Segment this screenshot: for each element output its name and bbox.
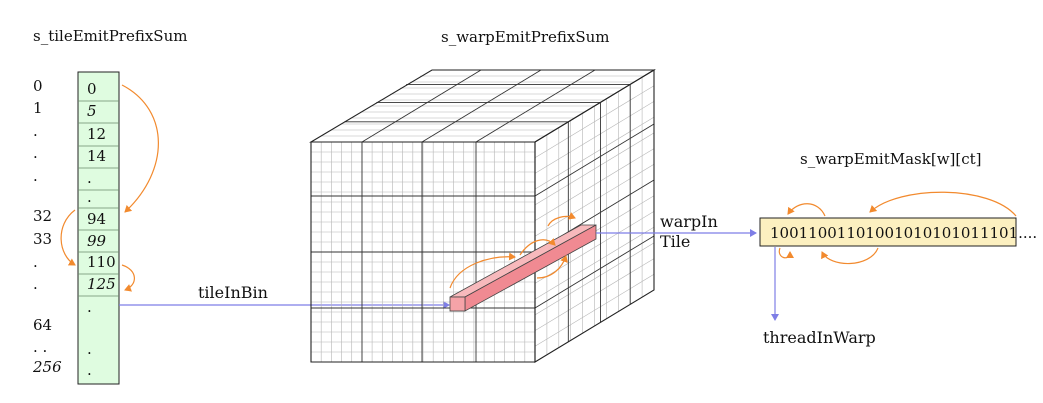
tile-cell-value: . bbox=[87, 361, 92, 379]
tile-index-label: . bbox=[33, 275, 38, 293]
thread-in-warp-label: threadInWarp bbox=[763, 328, 876, 347]
cube-coarse-gridline bbox=[475, 69, 596, 143]
tile-in-bin-label: tileInBin bbox=[198, 283, 268, 302]
mask-title: s_warpEmitMask[w][ct] bbox=[800, 150, 982, 168]
tile-cell-value: . bbox=[87, 340, 92, 358]
tile-arrow-0-to-94 bbox=[121, 84, 159, 213]
tile-index-label: . bbox=[33, 253, 38, 271]
warp-emit-cube bbox=[309, 69, 656, 363]
tile-index-label: . bbox=[33, 144, 38, 162]
tile-cell-value: 110 bbox=[87, 253, 116, 271]
tile-index-label: 1 bbox=[33, 99, 43, 117]
tile-index-label: 33 bbox=[33, 230, 52, 248]
tile-cell-value: 5 bbox=[87, 102, 97, 120]
cube-fine-gridline bbox=[534, 274, 655, 347]
mask-arrow-top-long bbox=[869, 191, 1017, 217]
warp-cube-title: s_warpEmitPrefixSum bbox=[441, 28, 610, 46]
cube-coarse-gridline bbox=[534, 235, 655, 309]
cube-fine-gridline bbox=[534, 148, 655, 221]
cube-fine-gridline bbox=[534, 258, 655, 331]
tile-cell-value: 99 bbox=[87, 232, 107, 250]
tile-cell-value: 14 bbox=[87, 147, 106, 165]
tile-index-label: . bbox=[33, 122, 38, 140]
cube-coarse-gridline bbox=[421, 69, 542, 143]
tile-cell-value: 125 bbox=[87, 275, 116, 293]
cube-fine-gridline bbox=[534, 132, 655, 206]
tile-index-label: 64 bbox=[33, 316, 52, 334]
cube-coarse-gridline bbox=[534, 123, 655, 197]
mask-arrow-top-short bbox=[787, 203, 826, 217]
cube-arrow-2 bbox=[519, 237, 556, 256]
tile-label: Tile bbox=[660, 232, 690, 251]
warp-mask-bits: 10011001101001010101011101.... bbox=[770, 224, 1037, 242]
tile-cell-value: . bbox=[87, 169, 92, 187]
tile-array-box bbox=[77, 71, 120, 385]
tile-cell-value: 0 bbox=[87, 80, 97, 98]
warp-in-label: warpIn bbox=[660, 212, 718, 231]
cube-side-face bbox=[534, 69, 655, 363]
warp-bar bbox=[449, 224, 597, 312]
mask-arrow-bottom-wide bbox=[821, 247, 879, 265]
tile-index-column: 0 1... 32 33.. 64 . . 256 bbox=[32, 77, 62, 376]
cube-fine-gridline bbox=[534, 242, 655, 316]
tile-cell-value: 12 bbox=[87, 125, 106, 143]
mask-arrow-bottom-small bbox=[778, 247, 794, 259]
tile-arrow-110-to-125 bbox=[121, 264, 135, 292]
cube-fine-gridline bbox=[534, 164, 655, 237]
tile-index-label: 0 bbox=[33, 77, 43, 95]
cube-fine-gridline bbox=[534, 116, 655, 190]
cube-fine-gridline bbox=[534, 101, 655, 174]
tile-index-label: 32 bbox=[33, 207, 52, 225]
tile-cell-value: . bbox=[87, 298, 92, 316]
tile-cell-value: . bbox=[87, 188, 92, 206]
tile-prefix-array: 0 5 12 14.. 94 99 110 125... bbox=[77, 71, 120, 385]
cube-fine-gridline bbox=[534, 226, 655, 300]
tile-index-label: . bbox=[33, 167, 38, 185]
cube-fine-gridline bbox=[534, 85, 655, 158]
tile-index-label: 256 bbox=[32, 358, 62, 376]
tile-arrow-32-to-110 bbox=[60, 209, 76, 266]
tile-index-label: . . bbox=[33, 338, 47, 356]
cube-arrow-1 bbox=[449, 252, 516, 289]
cube-arrow-4 bbox=[536, 255, 568, 279]
cube-coarse-gridline bbox=[361, 69, 482, 143]
cube-arrow-3 bbox=[547, 212, 576, 227]
tile-cell-value: 94 bbox=[87, 210, 106, 228]
tile-array-title: s_tileEmitPrefixSum bbox=[33, 27, 187, 45]
warp-mask-box bbox=[759, 217, 1017, 247]
